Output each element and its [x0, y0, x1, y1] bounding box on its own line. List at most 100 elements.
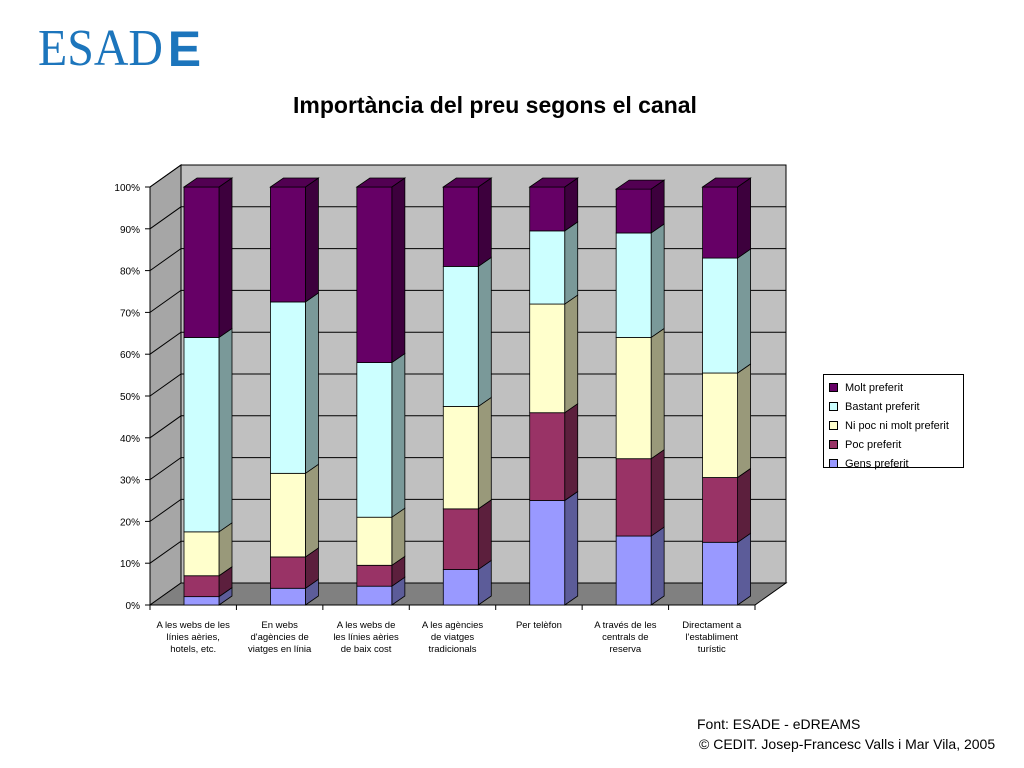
bar-top — [614, 179, 666, 190]
chart-title: Importància del preu segons el canal — [293, 92, 697, 118]
bar-top — [269, 177, 320, 188]
bar-segment — [183, 531, 220, 577]
bar-segment — [529, 186, 566, 232]
gridline — [149, 164, 786, 188]
x-tick-label: A les agències de viatges tradicionals — [421, 620, 484, 655]
gridline — [149, 415, 786, 439]
copyright-note: © CEDIT. Josep-Francesc Valls i Mar Vila… — [699, 736, 996, 752]
gridline — [149, 498, 786, 522]
x-tick-label: A les webs de les línies aèries de baix … — [333, 620, 399, 655]
bar-side — [564, 490, 579, 606]
bar-side — [564, 294, 579, 414]
legend-item: Ni poc ni molt preferit — [829, 416, 963, 435]
bar-side — [391, 177, 406, 364]
bar-segment — [702, 541, 738, 606]
bar-segment — [270, 186, 306, 303]
bar-segment — [356, 564, 393, 587]
y-tick-label: 50% — [120, 392, 140, 403]
y-tick-label: 30% — [120, 476, 140, 487]
bar-segment — [356, 585, 393, 606]
legend-label: Gens preferit — [845, 457, 909, 470]
bar-side — [477, 256, 492, 408]
bar-segment — [183, 596, 220, 606]
x-tick-label: A les webs de les línies aèries, hotels,… — [156, 620, 230, 655]
y-tick-label: 70% — [120, 308, 140, 319]
bar-side — [305, 292, 319, 475]
bar-side — [737, 467, 751, 544]
bar-segment — [356, 516, 393, 566]
bar-segment — [270, 472, 306, 558]
legend-swatch — [829, 383, 838, 392]
bar-side — [305, 463, 319, 558]
bar-segment — [356, 186, 393, 363]
y-tick-label: 80% — [120, 267, 140, 278]
y-tick-label: 100% — [114, 183, 140, 194]
bar-segment — [615, 188, 652, 234]
bar-top — [355, 177, 407, 188]
bar-side — [737, 363, 751, 479]
bar-top — [528, 177, 579, 188]
bar-side — [477, 396, 492, 510]
legend-label: Bastant preferit — [845, 400, 920, 413]
bar-side — [477, 177, 492, 268]
gridline — [149, 248, 786, 272]
bar-segment — [270, 301, 306, 474]
bar-side — [305, 177, 319, 303]
bar-side — [564, 402, 579, 502]
x-tick-label: Per telèfon — [515, 620, 562, 631]
bar-segment — [615, 535, 652, 606]
bar-side — [737, 177, 751, 259]
gridline — [149, 373, 786, 397]
x-tick-label: A través de les centrals de reserva — [594, 620, 657, 655]
legend-label: Molt preferit — [845, 381, 904, 394]
chart-legend: Molt preferit Bastant preferit Ni poc ni m… — [823, 374, 964, 470]
legend-swatch — [829, 402, 838, 411]
logo-text-last: E — [167, 21, 202, 77]
bar-top — [182, 177, 234, 188]
bar-segment — [615, 337, 652, 460]
gridline — [149, 289, 786, 313]
bar-segment — [183, 575, 220, 598]
y-tick-label: 40% — [120, 434, 140, 445]
bar-segment — [702, 257, 738, 374]
bar-top — [701, 177, 752, 188]
bar-side — [391, 352, 406, 518]
bar-side — [650, 223, 665, 339]
source-note: Font: ESADE - eDREAMS — [697, 716, 861, 732]
bar-segment — [183, 186, 220, 338]
gridline — [149, 457, 786, 481]
bar-segment — [442, 569, 479, 606]
bar-segment — [702, 372, 738, 478]
legend-item: Bastant preferit — [829, 397, 963, 416]
bar-segment — [270, 587, 306, 606]
logo-text: ESAD — [38, 20, 163, 77]
bar-side — [564, 221, 579, 305]
legend-swatch — [829, 421, 838, 430]
y-tick-label: 0% — [126, 601, 141, 612]
legend-item: Poc preferit — [829, 435, 963, 454]
legend-item: Molt preferit — [829, 378, 963, 397]
bar-segment — [270, 556, 306, 589]
y-tick-label: 10% — [120, 559, 140, 570]
bar-top — [442, 177, 493, 188]
bar-segment — [615, 458, 652, 537]
legend-label: Poc preferit — [845, 438, 902, 451]
y-tick-label: 20% — [120, 517, 140, 528]
bar-segment — [529, 412, 566, 501]
y-tick-label: 90% — [120, 225, 140, 236]
bar-segment — [529, 303, 566, 414]
bar-segment — [442, 508, 479, 570]
bar-side — [650, 327, 665, 460]
bar-segment — [615, 232, 652, 338]
legend-item: Gens preferit — [829, 454, 963, 473]
x-tick-label: En webs d'agències de viatges en línia — [247, 620, 312, 655]
bar-side — [477, 499, 492, 571]
bar-side — [650, 526, 665, 606]
bar-side — [218, 327, 233, 533]
bar-segment — [442, 266, 479, 407]
gridline — [149, 331, 786, 355]
bar-segment — [702, 477, 738, 543]
legend-label: Ni poc ni molt preferit — [845, 419, 949, 432]
gridline — [149, 206, 786, 230]
bar-segment — [529, 230, 566, 305]
